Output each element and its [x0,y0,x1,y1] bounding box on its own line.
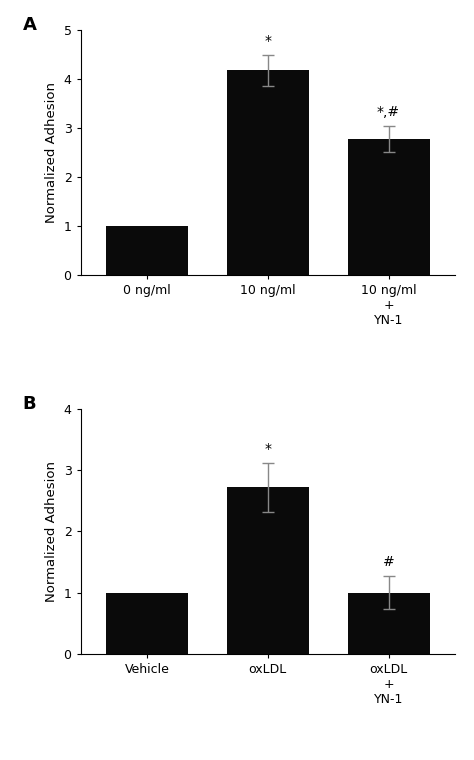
Y-axis label: Normalized Adhesion: Normalized Adhesion [45,82,58,223]
Text: *: * [264,442,271,456]
Text: A: A [23,16,36,33]
Bar [347,593,429,654]
Text: *,#: *,# [377,105,400,119]
Bar [227,71,309,275]
Text: B: B [23,394,36,413]
Text: #: # [383,555,394,568]
Bar [347,139,429,275]
Text: *: * [264,33,271,48]
Bar [106,226,188,275]
Bar [227,487,309,654]
Y-axis label: Normalized Adhesion: Normalized Adhesion [45,461,58,602]
Bar [106,593,188,654]
